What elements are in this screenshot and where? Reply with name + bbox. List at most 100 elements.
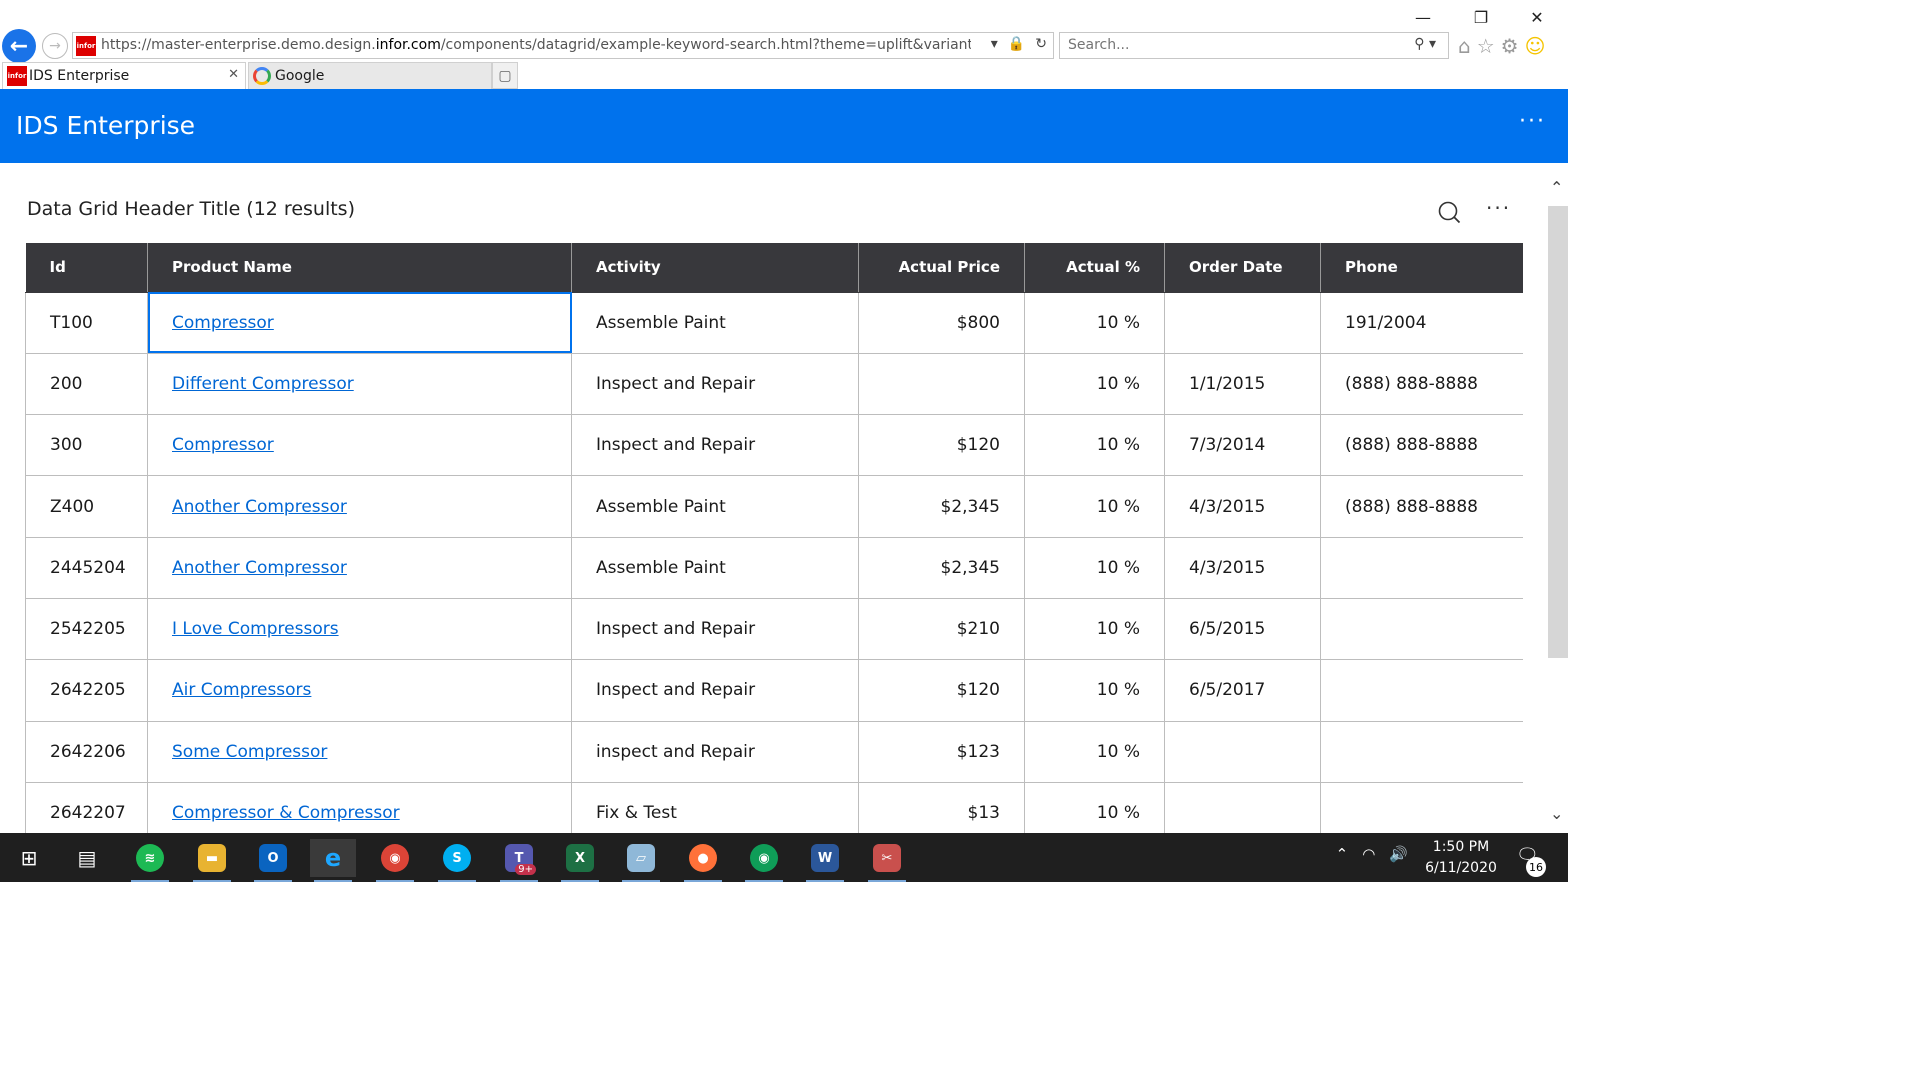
- cell-activity[interactable]: Assemble Paint: [571, 291, 859, 354]
- cell-id[interactable]: 2445204: [25, 536, 148, 599]
- column-header-actual-price[interactable]: Actual Price: [858, 243, 1025, 293]
- column-header-id[interactable]: Id: [25, 243, 148, 293]
- taskbar-chrome-alt[interactable]: ◉: [741, 839, 787, 882]
- product-link[interactable]: Another Compressor: [172, 496, 347, 517]
- cell-actual-price[interactable]: $210: [858, 597, 1025, 661]
- cell-order-date[interactable]: [1164, 291, 1321, 354]
- column-header-phone[interactable]: Phone: [1320, 243, 1523, 293]
- cell-product-name[interactable]: Another Compressor: [147, 475, 572, 538]
- cell-order-date[interactable]: 6/5/2015: [1164, 597, 1321, 661]
- cell-activity[interactable]: Inspect and Repair: [571, 352, 859, 416]
- star-icon[interactable]: ☆: [1476, 34, 1495, 58]
- windows-start-button[interactable]: ⊞: [6, 839, 52, 877]
- minimize-icon[interactable]: —: [1415, 7, 1431, 27]
- cell-id[interactable]: 2642207: [25, 781, 148, 833]
- cell-phone[interactable]: (888) 888-8888: [1320, 414, 1523, 477]
- refresh-icon[interactable]: ↻: [1035, 36, 1047, 52]
- product-link[interactable]: Compressor: [172, 312, 274, 333]
- table-row[interactable]: 200 Different Compressor Inspect and Rep…: [25, 352, 1523, 416]
- scrollbar-thumb[interactable]: [1548, 206, 1568, 658]
- cell-product-name[interactable]: Compressor: [147, 414, 572, 477]
- url-text[interactable]: https://master-enterprise.demo.design.in…: [101, 37, 971, 53]
- cell-activity[interactable]: Inspect and Repair: [571, 597, 859, 661]
- taskbar-notepad[interactable]: ▱: [618, 839, 664, 882]
- tab-ids-enterprise[interactable]: infor IDS Enterprise ✕: [2, 62, 246, 89]
- browser-search-input[interactable]: [1066, 33, 1396, 57]
- cell-activity[interactable]: inspect and Repair: [571, 720, 859, 783]
- cell-product-name[interactable]: I Love Compressors: [147, 597, 572, 661]
- product-link[interactable]: Air Compressors: [172, 680, 312, 701]
- cell-product-name[interactable]: Air Compressors: [147, 659, 572, 722]
- back-button[interactable]: ←: [2, 29, 36, 63]
- cell-actual-percent[interactable]: 10 %: [1024, 352, 1165, 416]
- cell-product-name[interactable]: Compressor & Compressor: [147, 781, 572, 833]
- cell-order-date[interactable]: 1/1/2015: [1164, 352, 1321, 416]
- table-row[interactable]: 2642205 Air Compressors Inspect and Repa…: [25, 659, 1523, 722]
- gear-icon[interactable]: ⚙: [1500, 34, 1519, 58]
- cell-order-date[interactable]: 4/3/2015: [1164, 536, 1321, 599]
- cell-actual-percent[interactable]: 10 %: [1024, 597, 1165, 661]
- cell-phone[interactable]: (888) 888-8888: [1320, 475, 1523, 538]
- address-bar[interactable]: infor https://master-enterprise.demo.des…: [72, 32, 1054, 59]
- volume-icon[interactable]: 🔊: [1389, 845, 1408, 863]
- tab-google[interactable]: Google: [248, 62, 492, 89]
- chevron-up-icon[interactable]: ⌃: [1335, 845, 1349, 863]
- cell-product-name[interactable]: Compressor: [147, 291, 572, 354]
- taskbar-teams[interactable]: T 9+: [496, 839, 542, 882]
- cell-id[interactable]: 2642206: [25, 720, 148, 783]
- cell-actual-percent[interactable]: 10 %: [1024, 659, 1165, 722]
- table-row[interactable]: 2642207 Compressor & Compressor Fix & Te…: [25, 781, 1523, 833]
- column-header-activity[interactable]: Activity: [571, 243, 859, 293]
- cell-phone[interactable]: 191/2004: [1320, 291, 1523, 354]
- taskbar-clock[interactable]: 1:50 PM 6/11/2020: [1416, 837, 1506, 879]
- cell-id[interactable]: 2542205: [25, 597, 148, 661]
- cell-phone[interactable]: (888) 888-8888: [1320, 352, 1523, 416]
- restore-icon[interactable]: ❐: [1473, 7, 1489, 27]
- product-link[interactable]: Another Compressor: [172, 557, 347, 578]
- cell-product-name[interactable]: Different Compressor: [147, 352, 572, 416]
- cell-actual-percent[interactable]: 10 %: [1024, 781, 1165, 833]
- cell-actual-percent[interactable]: 10 %: [1024, 414, 1165, 477]
- cell-activity[interactable]: Assemble Paint: [571, 536, 859, 599]
- product-link[interactable]: Compressor: [172, 435, 274, 456]
- cell-id[interactable]: T100: [25, 291, 148, 354]
- product-link[interactable]: Compressor & Compressor: [172, 803, 400, 824]
- product-link[interactable]: I Love Compressors: [172, 619, 339, 640]
- grid-more-button[interactable]: ···: [1486, 196, 1511, 220]
- app-more-button[interactable]: ···: [1519, 109, 1546, 134]
- cell-actual-percent[interactable]: 10 %: [1024, 475, 1165, 538]
- cell-order-date[interactable]: 6/5/2017: [1164, 659, 1321, 722]
- cell-actual-price[interactable]: $13: [858, 781, 1025, 833]
- new-tab-button[interactable]: ▢: [492, 62, 518, 89]
- cell-actual-price[interactable]: $2,345: [858, 536, 1025, 599]
- cell-id[interactable]: 200: [25, 352, 148, 416]
- wifi-icon[interactable]: ◠: [1362, 845, 1376, 863]
- taskbar-outlook[interactable]: O: [250, 839, 296, 882]
- product-link[interactable]: Different Compressor: [172, 373, 354, 394]
- close-window-icon[interactable]: ✕: [1530, 7, 1544, 27]
- cell-actual-percent[interactable]: 10 %: [1024, 536, 1165, 599]
- cell-id[interactable]: 300: [25, 414, 148, 477]
- cell-activity[interactable]: Assemble Paint: [571, 475, 859, 538]
- taskbar-word[interactable]: W: [802, 839, 848, 882]
- cell-actual-price[interactable]: $123: [858, 720, 1025, 783]
- chevron-down-icon[interactable]: ⌄: [1550, 804, 1564, 823]
- taskbar-file-explorer[interactable]: ▬: [189, 839, 235, 882]
- taskbar-skype[interactable]: S: [434, 839, 480, 882]
- cell-product-name[interactable]: Some Compressor: [147, 720, 572, 783]
- cell-actual-price[interactable]: $800: [858, 291, 1025, 354]
- table-row[interactable]: 2445204 Another Compressor Assemble Pain…: [25, 536, 1523, 599]
- cell-actual-price[interactable]: $120: [858, 659, 1025, 722]
- cell-phone[interactable]: [1320, 659, 1523, 722]
- cell-actual-price[interactable]: $2,345: [858, 475, 1025, 538]
- task-view-button[interactable]: ▤: [64, 839, 110, 877]
- page-scrollbar[interactable]: ⌃ ⌄: [1548, 178, 1568, 833]
- cell-order-date[interactable]: [1164, 781, 1321, 833]
- close-tab-icon[interactable]: ✕: [228, 67, 239, 82]
- taskbar-snipping-tool[interactable]: ✂: [864, 839, 910, 882]
- taskbar-excel[interactable]: X: [557, 839, 603, 882]
- cell-actual-price[interactable]: $120: [858, 414, 1025, 477]
- lock-icon[interactable]: 🔒: [1007, 36, 1026, 52]
- table-row[interactable]: T100 Compressor Assemble Paint $800 10 %…: [25, 291, 1523, 354]
- table-row[interactable]: 2542205 I Love Compressors Inspect and R…: [25, 597, 1523, 661]
